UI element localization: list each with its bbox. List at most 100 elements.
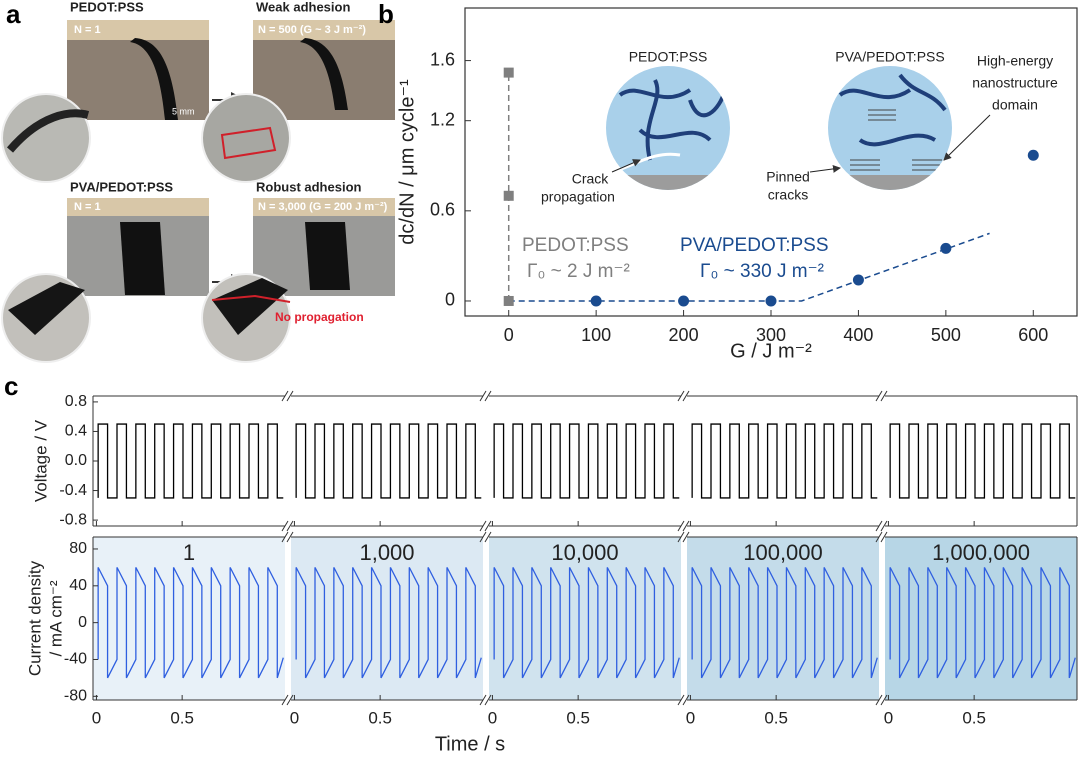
segment-bg <box>687 537 879 700</box>
x-tick-label: 0 <box>92 708 101 727</box>
photo-caption: N = 1 <box>74 201 101 213</box>
annotation: Γ₀ ~ 2 J m⁻² <box>527 261 630 282</box>
x-tick-label: 500 <box>931 325 961 345</box>
segment-label: 1 <box>183 540 195 565</box>
axis-break <box>281 390 294 402</box>
y-tick-label: -40 <box>64 651 87 668</box>
point <box>940 242 952 254</box>
photo-caption: N = 3,000 (G = 200 J m⁻²) <box>258 201 388 213</box>
axis-break <box>677 694 690 706</box>
axis-break <box>677 531 690 543</box>
inset-title: PEDOT:PSS <box>629 49 708 65</box>
x-tick-label: 0 <box>488 708 497 727</box>
axis-break <box>875 531 888 543</box>
axis-break <box>281 520 294 532</box>
y-axis-label: / mA cm⁻² <box>46 580 65 656</box>
y-tick-label: 0 <box>78 614 87 631</box>
inset-label: domain <box>992 97 1038 113</box>
axis-break <box>875 694 888 706</box>
segment-label: 1,000,000 <box>932 540 1030 565</box>
axis-break <box>677 390 690 402</box>
x-tick-label: 0 <box>504 325 514 345</box>
point <box>590 295 602 307</box>
y-tick-label: 0.4 <box>65 423 87 440</box>
photo-title: Weak adhesion <box>256 0 350 14</box>
polymer-chain <box>618 79 727 161</box>
point <box>503 295 514 306</box>
axis-break <box>479 520 492 532</box>
zoom-photo <box>1 93 91 183</box>
signal-line <box>493 567 680 679</box>
y-tick-label: 0 <box>445 290 455 310</box>
photo-band <box>253 198 395 216</box>
axis-break <box>281 694 294 706</box>
signal-line <box>691 567 878 679</box>
photo-band <box>67 20 209 40</box>
point <box>678 295 690 307</box>
annotation: PEDOT:PSS <box>522 235 629 256</box>
segment-label: 100,000 <box>743 540 823 565</box>
segment-bg <box>93 537 285 700</box>
inset-label: High-energy <box>977 53 1053 69</box>
annotation: PVA/PEDOT:PSS <box>680 235 829 256</box>
zoom-photo <box>201 93 291 183</box>
nanostructure <box>850 109 942 171</box>
x-tick-label: 0 <box>290 708 299 727</box>
crack-outline <box>220 126 277 160</box>
photo-title: Robust adhesion <box>256 179 362 194</box>
y-tick-label: 80 <box>69 540 87 557</box>
x-tick-label: 0 <box>686 708 695 727</box>
signal-line <box>889 567 1076 679</box>
interface-line <box>211 294 291 303</box>
pointer <box>809 164 841 173</box>
y-tick-label: -0.8 <box>59 511 87 528</box>
inset-bg <box>828 66 952 190</box>
y-tick-label: 1.2 <box>430 109 455 129</box>
axis-break <box>479 531 492 543</box>
axis-break <box>479 390 492 402</box>
signal-line <box>691 423 878 499</box>
x-tick-label: 200 <box>669 325 699 345</box>
inset-title: PVA/PEDOT:PSS <box>835 49 944 65</box>
substrate <box>606 175 730 190</box>
segment-label: 1,000 <box>359 540 414 565</box>
signal-line <box>295 567 482 679</box>
photo-title: PEDOT:PSS <box>70 0 144 14</box>
y-tick-label: -0.4 <box>59 482 87 499</box>
x-axis-label: G / J m⁻² <box>730 340 812 362</box>
photo-note: No propagation <box>275 310 364 324</box>
polymer-chain <box>838 73 947 147</box>
segment-bg <box>291 537 483 700</box>
scale-bar-label: 5 mm <box>172 106 195 116</box>
y-tick-label: 0.6 <box>430 200 455 220</box>
panel-a: a PEDOT:PSS N = 1 5 mm Weak adhesion N =… <box>1 0 395 363</box>
y-tick-label: -80 <box>64 688 87 705</box>
y-tick-label: 1.6 <box>430 49 455 69</box>
signal-line <box>97 423 284 499</box>
panel-label: a <box>6 0 21 29</box>
axis-break <box>875 520 888 532</box>
x-tick-label: 600 <box>1018 325 1048 345</box>
signal-line <box>493 423 680 499</box>
film <box>212 278 288 335</box>
x-tick-label: 0.5 <box>962 708 986 727</box>
axis-break <box>281 531 294 543</box>
axis-break <box>875 390 888 402</box>
segment-label: 10,000 <box>551 540 618 565</box>
photo-band <box>253 20 395 40</box>
insets: PEDOT:PSS PVA/PEDOT:PSS Crack propagatio… <box>541 49 1058 205</box>
point <box>765 295 777 307</box>
y-axis-label: Current density <box>25 560 44 676</box>
photo-title: PVA/PEDOT:PSS <box>70 179 173 194</box>
film <box>6 109 90 153</box>
photo-band <box>67 198 209 216</box>
photo-caption: N = 500 (G ~ 3 J m⁻²) <box>258 24 366 36</box>
signal-line <box>889 423 1076 499</box>
film <box>300 38 348 110</box>
y-axis-label: Voltage / V <box>31 419 50 502</box>
film <box>130 38 178 120</box>
substrate <box>828 175 952 190</box>
inset-label: Pinned <box>766 169 810 185</box>
inset-label: nanostructure <box>972 75 1058 91</box>
